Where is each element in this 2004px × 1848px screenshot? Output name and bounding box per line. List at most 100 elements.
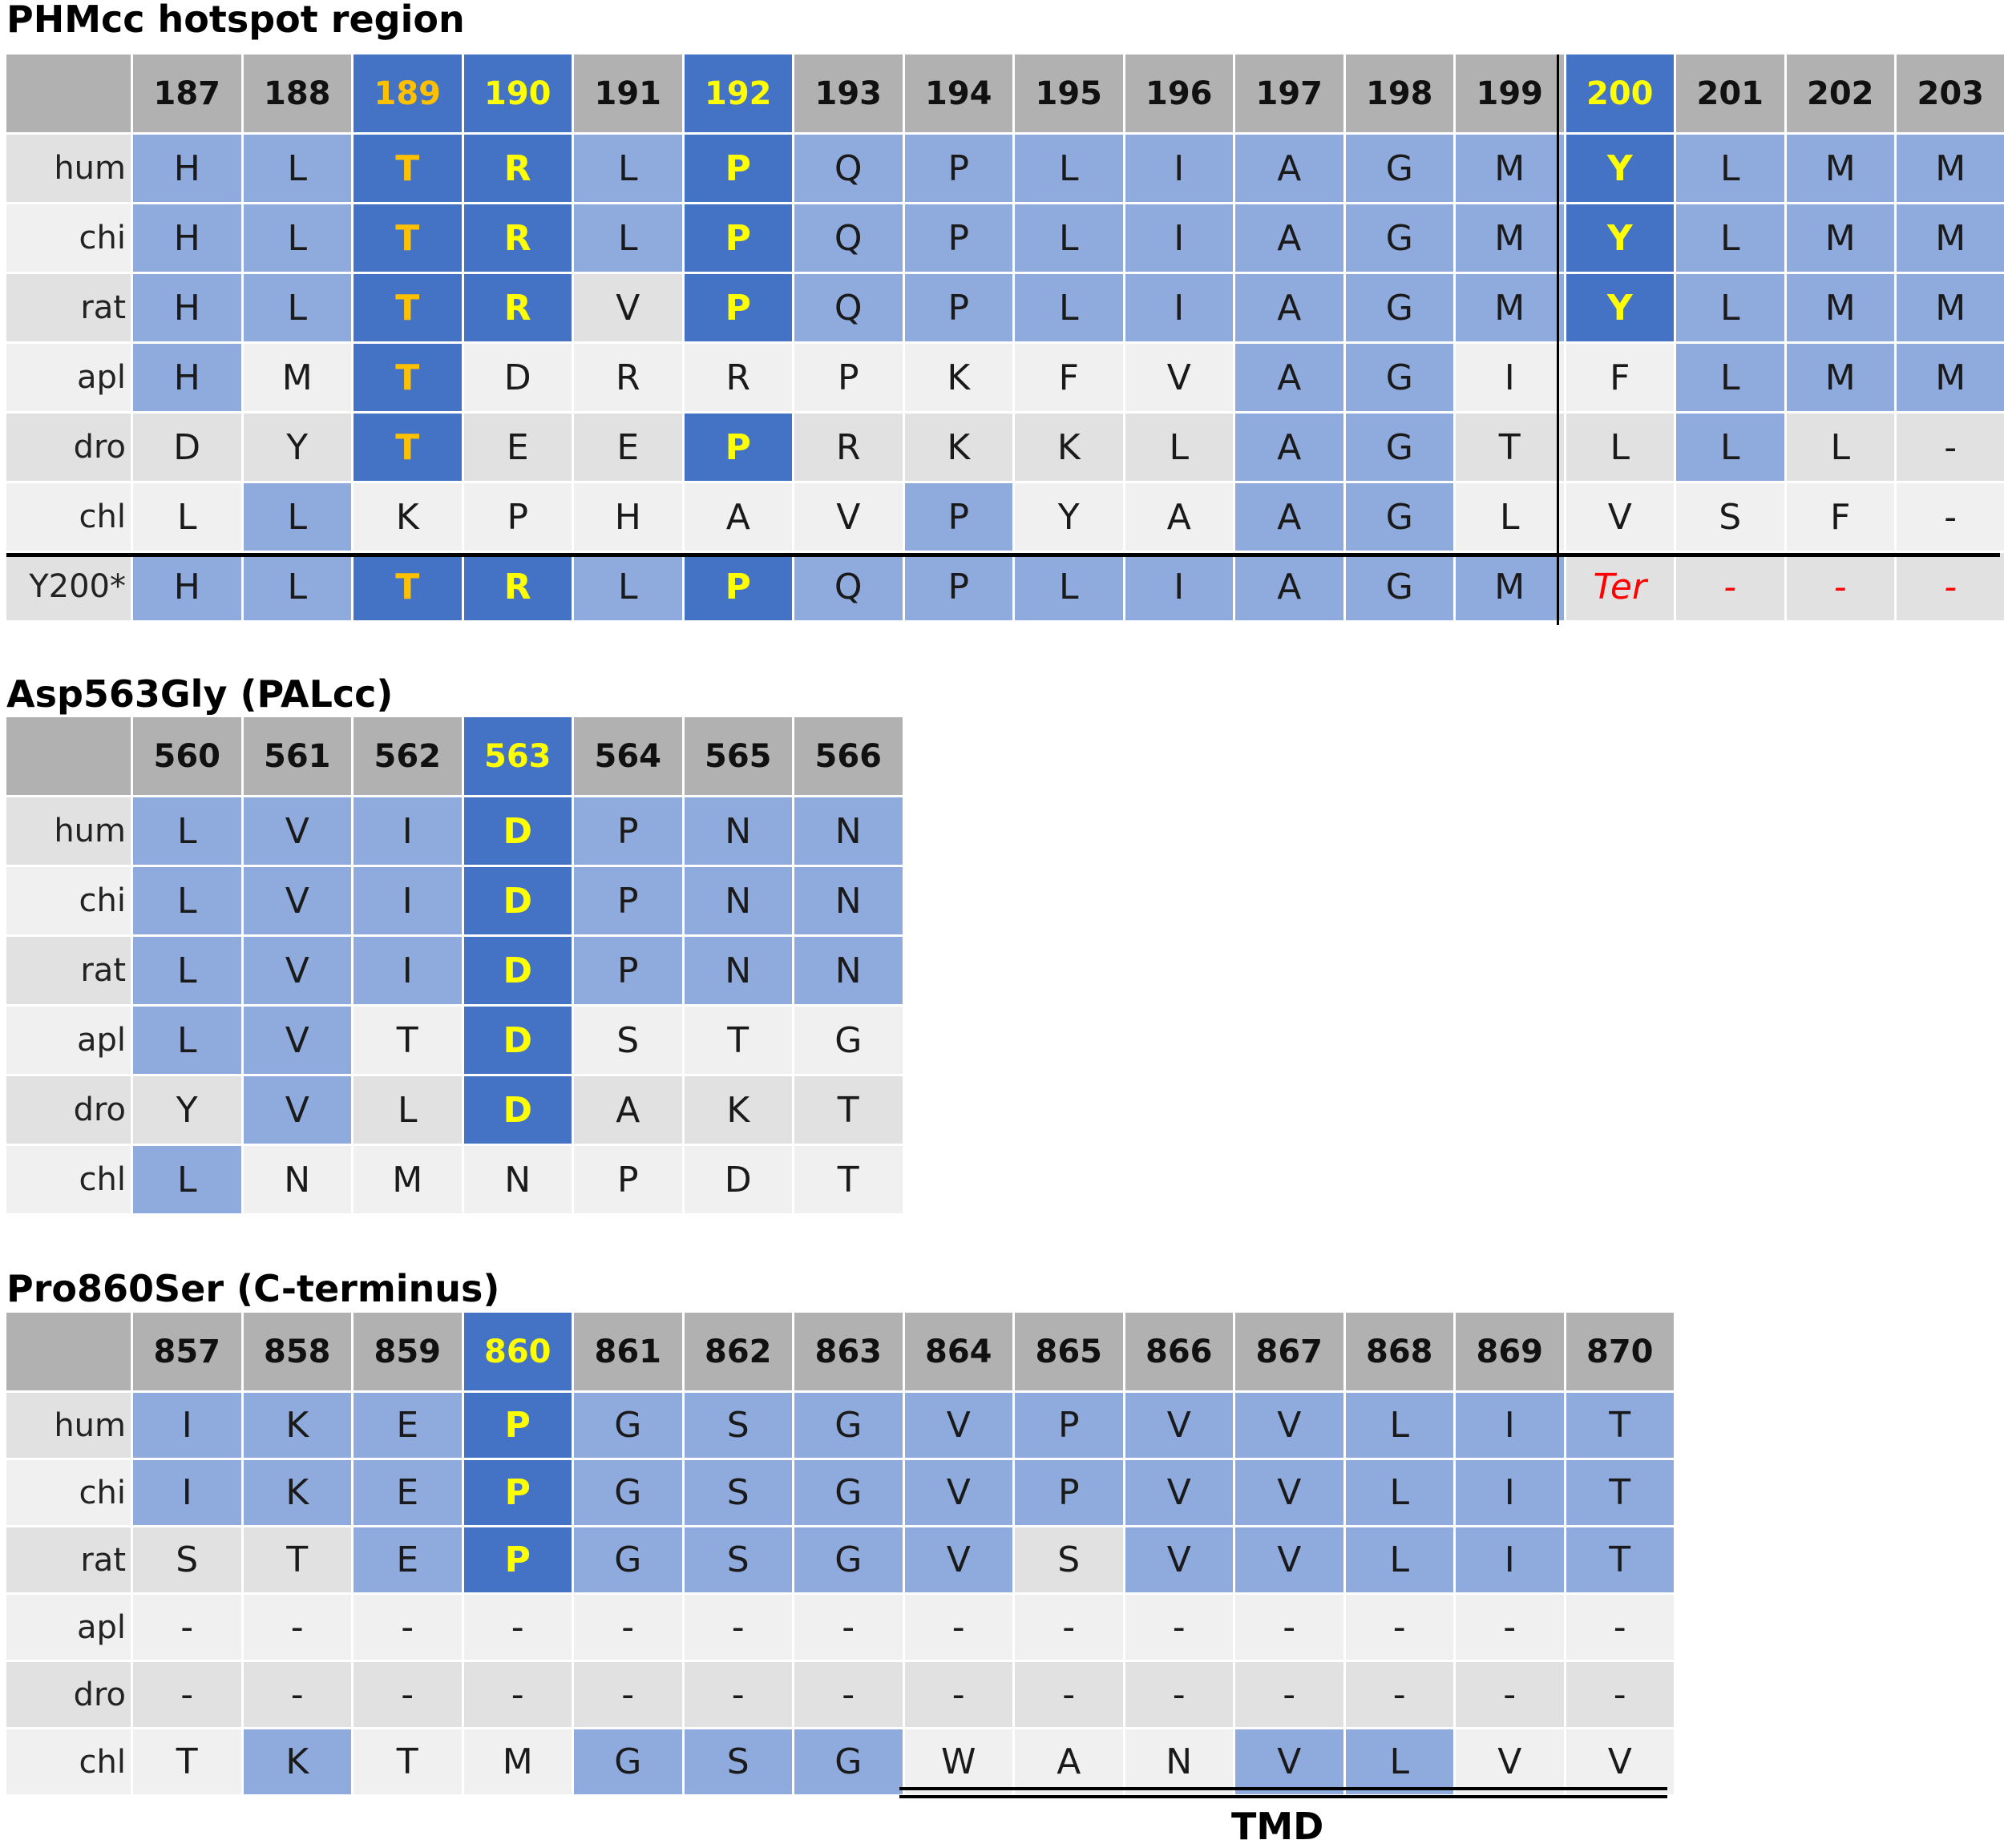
residue-cell: N: [794, 937, 905, 1007]
residue-cell: P: [904, 274, 1015, 344]
residue-cell: M: [1897, 135, 2004, 204]
residue-cell: P: [904, 483, 1015, 553]
residue-cell: L: [1015, 135, 1125, 204]
position-header: 188: [243, 54, 354, 135]
position-header: 199: [1456, 54, 1566, 135]
species-label: hum: [6, 1393, 133, 1460]
residue-cell: S: [684, 1527, 794, 1595]
residue-cell: S: [1676, 483, 1787, 553]
species-label: rat: [6, 1527, 133, 1595]
residue-cell: P: [904, 553, 1015, 623]
residue-cell: M: [1786, 135, 1897, 204]
position-header: 198: [1345, 54, 1456, 135]
residue-cell: M: [1786, 204, 1897, 274]
section-title-phmcc: PHMcc hotspot region: [6, 0, 465, 41]
tmd-underline-bottom: [899, 1795, 1667, 1798]
residue-cell: L: [1566, 414, 1676, 483]
residue-cell: L: [1786, 414, 1897, 483]
residue-cell: L: [574, 135, 685, 204]
residue-cell: R: [794, 414, 905, 483]
position-header: 564: [574, 717, 685, 797]
residue-cell: -: [1235, 1662, 1346, 1729]
residue-cell: V: [243, 1007, 354, 1076]
residue-cell: G: [794, 1393, 905, 1460]
residue-cell: L: [1345, 1393, 1456, 1460]
residue-cell: E: [463, 414, 574, 483]
residue-cell: D: [463, 1007, 574, 1076]
residue-cell: -: [1345, 1595, 1456, 1662]
residue-cell: H: [133, 553, 244, 623]
residue-cell: I: [1456, 1527, 1566, 1595]
residue-cell: -: [1456, 1662, 1566, 1729]
residue-cell: L: [1676, 414, 1787, 483]
residue-cell: -: [794, 1595, 905, 1662]
residue-cell: I: [354, 867, 464, 937]
position-header: 190: [463, 54, 574, 135]
residue-cell: L: [1345, 1460, 1456, 1527]
residue-cell: A: [1235, 483, 1346, 553]
residue-cell: G: [794, 1007, 905, 1076]
residue-cell: -: [794, 1662, 905, 1729]
residue-cell: I: [1125, 135, 1235, 204]
residue-cell: G: [1345, 344, 1456, 414]
species-label: Y200*: [6, 553, 133, 623]
residue-cell: -: [133, 1595, 244, 1662]
residue-cell: M: [243, 344, 354, 414]
residue-cell: W: [904, 1729, 1015, 1797]
residue-cell: H: [133, 204, 244, 274]
residue-cell: G: [1345, 204, 1456, 274]
residue-cell: Y: [133, 1076, 244, 1146]
position-header: 561: [243, 717, 354, 797]
residue-cell: L: [1676, 204, 1787, 274]
position-header: 201: [1676, 54, 1787, 135]
residue-cell: N: [794, 867, 905, 937]
residue-cell: T: [354, 1007, 464, 1076]
header-corner: [6, 717, 133, 797]
residue-cell: L: [133, 1146, 244, 1216]
mutant-row-separator: [6, 553, 2000, 557]
residue-cell: Ter: [1566, 553, 1676, 623]
residue-cell: -: [463, 1662, 574, 1729]
residue-cell: K: [243, 1393, 354, 1460]
position-header: 200: [1566, 54, 1676, 135]
section-title-palcc: Asp563Gly (PALcc): [6, 672, 394, 716]
residue-cell: K: [243, 1460, 354, 1527]
residue-cell: P: [684, 204, 794, 274]
residue-cell: R: [574, 344, 685, 414]
residue-cell: T: [354, 553, 464, 623]
residue-cell: L: [1345, 1527, 1456, 1595]
residue-cell: I: [133, 1393, 244, 1460]
residue-cell: L: [1676, 344, 1787, 414]
residue-cell: I: [354, 937, 464, 1007]
residue-cell: -: [1897, 553, 2004, 623]
residue-cell: V: [243, 937, 354, 1007]
position-header: 857: [133, 1313, 244, 1393]
residue-cell: -: [354, 1595, 464, 1662]
position-header: 197: [1235, 54, 1346, 135]
section-title-cterminus: Pro860Ser (C-terminus): [6, 1267, 500, 1310]
residue-cell: I: [1125, 553, 1235, 623]
position-header: 865: [1015, 1313, 1125, 1393]
position-header: 866: [1125, 1313, 1235, 1393]
residue-cell: V: [1235, 1393, 1346, 1460]
residue-cell: V: [1566, 483, 1676, 553]
residue-cell: -: [1015, 1662, 1125, 1729]
residue-cell: N: [684, 937, 794, 1007]
residue-cell: A: [1235, 135, 1346, 204]
residue-cell: V: [1235, 1527, 1346, 1595]
residue-cell: I: [1456, 344, 1566, 414]
residue-cell: T: [684, 1007, 794, 1076]
residue-cell: E: [354, 1460, 464, 1527]
residue-cell: S: [684, 1460, 794, 1527]
residue-cell: V: [1456, 1729, 1566, 1797]
residue-cell: A: [574, 1076, 685, 1146]
residue-cell: V: [1125, 1460, 1235, 1527]
residue-cell: V: [1125, 1527, 1235, 1595]
residue-cell: V: [1125, 1393, 1235, 1460]
residue-cell: P: [463, 483, 574, 553]
residue-cell: P: [574, 867, 685, 937]
position-header: 870: [1566, 1313, 1676, 1393]
residue-cell: I: [1125, 274, 1235, 344]
species-label: apl: [6, 1595, 133, 1662]
residue-cell: M: [463, 1729, 574, 1797]
